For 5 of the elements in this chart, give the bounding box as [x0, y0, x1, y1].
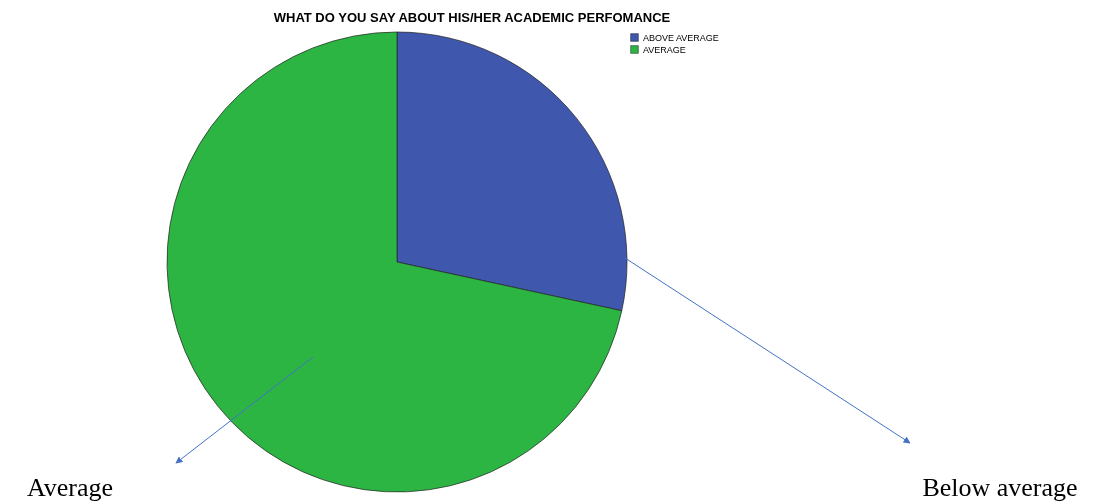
- text: Below average: [922, 473, 1078, 502]
- legend-label: ABOVE AVERAGE: [643, 32, 719, 43]
- chart-title: WHAT DO YOU SAY ABOUT HIS/HER ACADEMIC PERFOMANCE: [273, 10, 671, 25]
- legend-label: AVERAGE: [643, 44, 686, 55]
- text: Average: [26, 473, 114, 502]
